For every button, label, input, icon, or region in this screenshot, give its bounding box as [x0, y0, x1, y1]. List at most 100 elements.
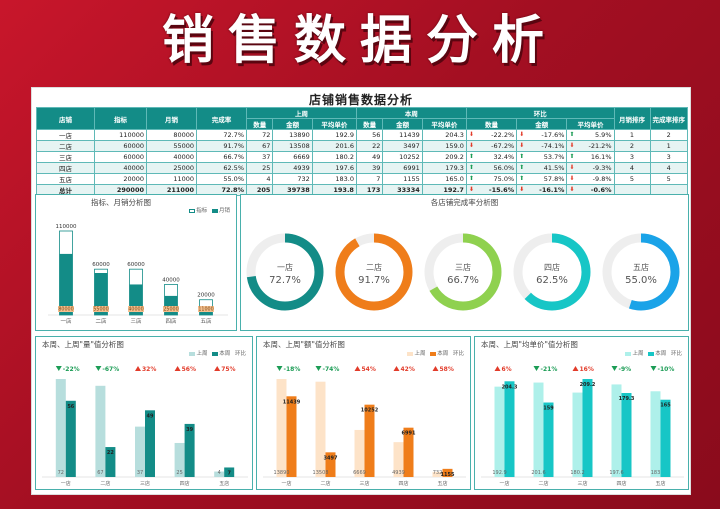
th-sub: 平均单价	[566, 118, 615, 130]
donut-category-label: 二店	[366, 262, 382, 272]
this-week-value-label: 7	[227, 470, 231, 476]
triangle-up-icon	[354, 366, 361, 371]
category-label: 五店	[219, 480, 229, 487]
table-cell-tw-avg: 192.7	[421, 184, 467, 196]
legend: 上周 本周 环比	[186, 349, 246, 357]
arrow-down-icon: ⬇	[468, 142, 474, 149]
monthly-value-label: 40000	[128, 307, 143, 313]
category-label: 二店	[320, 480, 330, 487]
table-row: 五店 20000 11000 55.0% 4 732 183.0 7 1155 165.0 ⬆ 75.…	[36, 173, 688, 185]
th-store: 店铺	[36, 107, 95, 130]
table-cell-target: 40000	[94, 162, 147, 174]
change-label: 75%	[221, 366, 235, 373]
table-cell-monthly: 25000	[146, 162, 197, 174]
change-value: -22.2%	[491, 131, 515, 139]
last-week-bar	[354, 429, 365, 477]
this-week-bar	[105, 447, 116, 477]
sales-table: 店铺 指标 月销 完成率 上周 本周 环比 月销排序 完成率排序 数量 金额 平…	[36, 107, 688, 196]
table-cell-rank-sales: 2	[613, 140, 651, 152]
legend-swatch	[625, 351, 632, 356]
table-cell-c-avg: ⬇ -21.2%	[566, 140, 615, 152]
triangle-down-icon	[95, 366, 102, 371]
table-cell-target: 20000	[94, 173, 147, 185]
table-cell-rank-rate: 5	[649, 173, 688, 185]
category-label: 四店	[180, 480, 190, 487]
table-cell-lw-avg: 192.9	[311, 129, 357, 141]
change-value: -9.3%	[592, 164, 612, 172]
change-value: 75.0%	[493, 175, 515, 183]
change-value: 41.5%	[543, 164, 565, 172]
this-week-bar	[543, 402, 554, 477]
legend-label: 环比	[234, 351, 246, 357]
arrow-down-icon: ⬇	[519, 142, 525, 149]
table-cell-c-amt: ⬆ 53.7%	[516, 151, 568, 163]
this-week-bar	[224, 467, 235, 477]
arrow-down-icon: ⬇	[569, 164, 575, 171]
table-cell-tw-avg: 204.3	[421, 129, 467, 141]
last-week-value-label: 201.6	[531, 470, 545, 476]
legend-label: 本周	[219, 351, 231, 357]
change-label: 54%	[362, 366, 376, 373]
category-label: 三店	[130, 317, 142, 325]
donut-arc	[424, 233, 502, 311]
donut-value-label: 66.7%	[447, 275, 479, 286]
triangle-up-icon	[572, 366, 579, 371]
table-cell-tw-avg: 159.0	[421, 140, 467, 152]
change-value: 56.0%	[493, 164, 515, 172]
triangle-down-icon	[276, 366, 283, 371]
table-cell-rate: 72.7%	[196, 129, 247, 141]
triangle-up-icon	[432, 366, 439, 371]
last-week-bar	[611, 384, 622, 477]
target-sales-chart: 110000 80000 一店 60000 55000 二店 60000 40000 三店 400…	[48, 224, 228, 325]
category-label: 三店	[577, 480, 587, 487]
last-week-bar	[572, 392, 583, 477]
table-cell-lw-qty: 37	[245, 151, 274, 163]
legend-label: 上周	[632, 351, 644, 357]
change-value: 53.7%	[543, 153, 565, 161]
donut-category-label: 三店	[455, 262, 471, 272]
this-week-bar	[403, 427, 414, 477]
table-cell-c-avg: ⬆ 16.1%	[566, 151, 615, 163]
triangle-down-icon	[315, 366, 322, 371]
table-cell-target: 60000	[94, 151, 147, 163]
target-value-label: 60000	[92, 262, 110, 268]
th-sub: 金额	[382, 118, 423, 130]
legend: 上周 本周 环比	[404, 349, 464, 357]
table-cell-tw-avg: 209.2	[421, 151, 467, 163]
donut-category-label: 四店	[544, 262, 560, 272]
table-cell-monthly: 40000	[146, 151, 197, 163]
table-cell-lw-avg: 197.6	[311, 162, 357, 174]
table-cell-c-avg: ⬇ -9.8%	[566, 173, 615, 185]
last-week-bar	[533, 382, 544, 477]
th-rate: 完成率	[196, 107, 247, 130]
last-week-value-label: 13890	[274, 470, 290, 476]
donut-arc	[246, 233, 324, 311]
triangle-up-icon	[135, 366, 141, 371]
last-week-value-label: 197.6	[609, 470, 623, 476]
this-week-bar	[65, 400, 76, 477]
monthly-value-label: 80000	[58, 307, 73, 313]
table-cell-rank-rate: 4	[649, 162, 688, 174]
th-rank-rate: 完成率排序	[649, 107, 688, 130]
last-week-bar	[494, 386, 505, 477]
th-rank-sales: 月销排序	[613, 107, 651, 130]
panel-title: 本周、上周"量"值分析图	[42, 340, 124, 349]
change-value: -9.8%	[592, 175, 612, 183]
last-week-value-label: 6669	[353, 470, 366, 476]
category-label: 一店	[61, 480, 71, 487]
target-value-label: 60000	[127, 262, 145, 268]
table-cell-rate: 62.5%	[196, 162, 247, 174]
table-cell-rank-sales: 5	[613, 173, 651, 185]
table-cell-tw-qty: 49	[355, 151, 384, 163]
table-cell-tw-amt: 3497	[382, 140, 423, 152]
table-cell-rank-rate: 2	[649, 129, 688, 141]
last-week-value-label: 183	[651, 470, 661, 476]
table-cell-rate: 55.0%	[196, 173, 247, 185]
monthly-label-bg	[198, 306, 214, 312]
amount-chart: 13890 11439 -18% 一店 13508 3497 -74% 二店 6669 10252…	[263, 366, 466, 487]
donut-category-label: 一店	[277, 262, 293, 272]
this-week-bar	[145, 410, 155, 477]
target-value-label: 40000	[162, 277, 180, 283]
arrow-up-icon: ⬆	[569, 131, 575, 138]
legend: 上周 本周 环比	[622, 349, 682, 357]
